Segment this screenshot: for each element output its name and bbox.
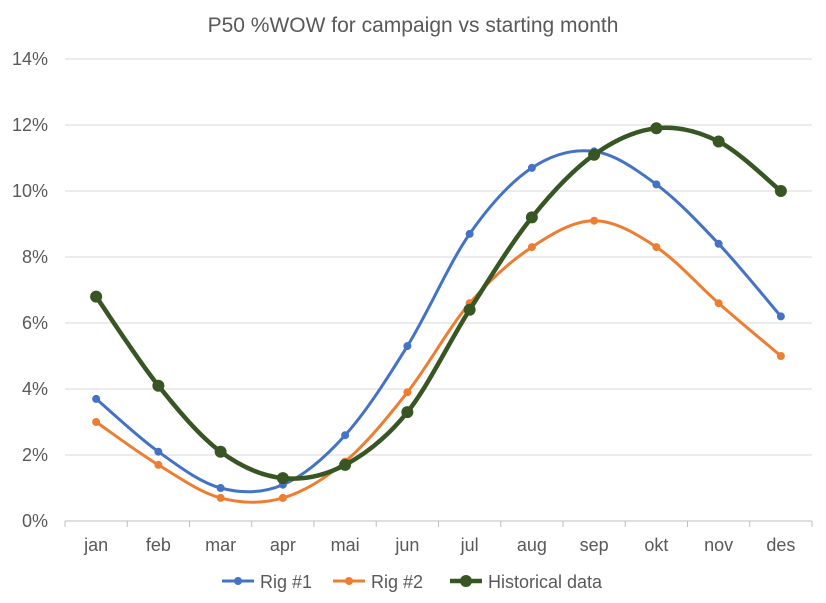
series-group (90, 122, 787, 504)
gridlines (65, 58, 812, 456)
legend-swatch-marker (345, 577, 353, 585)
data-point (527, 163, 536, 172)
axes: 0% 2% 4% 6% 8% 10% 12% 14% jan feb mar apr mai jun jul… (12, 49, 813, 555)
data-point (92, 394, 101, 403)
data-point (776, 312, 785, 321)
data-point (463, 303, 476, 316)
legend: Rig #1 Rig #2 Historical data (222, 572, 603, 592)
data-point (92, 418, 101, 426)
data-point (401, 406, 414, 419)
data-point (527, 243, 536, 252)
data-point (278, 493, 287, 502)
x-tick-label: jan (83, 535, 108, 555)
data-point (774, 185, 787, 197)
data-point (652, 243, 661, 252)
data-point (339, 458, 352, 471)
data-point (714, 239, 723, 248)
x-tick-label: mar (205, 535, 236, 555)
data-point (90, 290, 103, 303)
y-tick-label: 4% (22, 379, 48, 399)
data-point (650, 122, 663, 135)
data-point (403, 388, 412, 397)
legend-item-rig-1: Rig #1 (222, 572, 312, 592)
x-tick-label: okt (644, 535, 668, 555)
legend-label: Historical data (488, 572, 603, 592)
data-point (776, 352, 785, 360)
data-point (154, 447, 163, 456)
data-point (154, 460, 163, 469)
series-line (93, 125, 784, 481)
y-tick-label: 2% (22, 445, 48, 465)
data-point (341, 431, 350, 440)
x-tick-label: apr (270, 535, 296, 555)
data-point (403, 342, 412, 351)
x-tick-label: aug (517, 535, 547, 555)
legend-swatch-marker (460, 575, 472, 587)
data-point (152, 379, 165, 392)
series-historical-data (90, 122, 787, 485)
y-tick-label: 10% (12, 181, 48, 201)
legend-swatch-marker (234, 577, 242, 585)
x-tick-label: jun (394, 535, 419, 555)
chart-title: P50 %WOW for campaign vs starting month (208, 14, 619, 37)
y-tick-label: 8% (22, 247, 48, 267)
x-tick-label: sep (580, 535, 609, 555)
data-point (216, 484, 225, 492)
x-tick-label: feb (146, 535, 171, 555)
data-point (652, 180, 661, 189)
data-point (590, 216, 599, 225)
data-point (712, 135, 725, 148)
legend-label: Rig #1 (260, 572, 312, 592)
data-point (276, 472, 289, 485)
y-tick-label: 12% (12, 115, 48, 135)
x-tick-label: mai (331, 535, 360, 555)
legend-item-rig-2: Rig #2 (333, 572, 423, 592)
data-point (714, 299, 723, 308)
legend-label: Rig #2 (371, 572, 423, 592)
x-tick-label: des (766, 535, 795, 555)
data-point (525, 211, 538, 224)
data-point (214, 445, 227, 458)
x-tick-label: nov (704, 535, 733, 555)
series-line (94, 149, 783, 494)
data-point (588, 148, 601, 161)
y-tick-label: 14% (12, 49, 48, 69)
y-tick-label: 0% (22, 511, 48, 531)
legend-item-historical-data: Historical data (450, 572, 603, 592)
y-tick-label: 6% (22, 313, 48, 333)
series-rig-1 (92, 147, 785, 494)
data-point (216, 493, 225, 502)
data-point (465, 229, 474, 238)
x-tick-label: jul (460, 535, 479, 555)
